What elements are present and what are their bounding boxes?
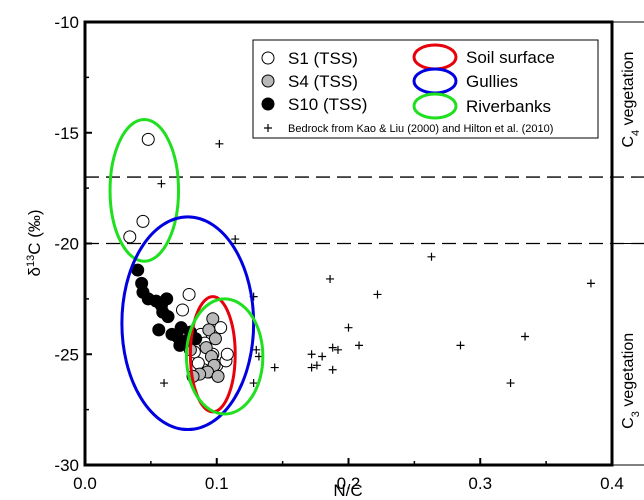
s1-point	[175, 303, 189, 317]
s1-point	[141, 132, 155, 146]
s1-point	[191, 356, 205, 370]
y-axis-title-rest: C (‰)	[25, 209, 44, 254]
legend-label-bedrock: Bedrock from Kao & Liu (2000) and Hilton…	[288, 123, 553, 135]
s4-point	[211, 369, 225, 383]
s4-point	[202, 323, 216, 337]
x-tick-label: 0.3	[468, 474, 492, 493]
legend-marker-s10	[261, 97, 275, 111]
bedrock-point	[252, 345, 261, 354]
x-tick-label: 0.1	[205, 474, 229, 493]
bedrock-point	[160, 379, 169, 388]
c4-label-sub: 4	[630, 130, 642, 136]
y-axis-title: δ13C (‰)	[25, 209, 44, 276]
bedrock-point	[312, 361, 321, 370]
axis-ticks: 0.0 0.1 0.2 0.3 0.4 -30 -25 -20 -15 -10	[54, 13, 623, 493]
legend: S1 (TSS) S4 (TSS) S10 (TSS) Soil surface…	[252, 39, 599, 139]
bedrock-point	[326, 274, 335, 283]
bedrock-point	[355, 341, 364, 350]
legend-label-s4: S4 (TSS)	[288, 72, 358, 91]
vegetation-panel: C4 vegetation C3 vegetation	[612, 21, 644, 466]
c4-label-rest: vegetation	[620, 52, 637, 130]
s4-point	[208, 332, 222, 346]
bedrock-point	[328, 365, 337, 374]
s10-point	[152, 323, 166, 337]
bedrock-point	[344, 323, 353, 332]
legend-label-s10: S10 (TSS)	[288, 95, 367, 114]
s1-point	[220, 347, 234, 361]
c3-label-rest: vegetation	[620, 333, 637, 411]
y-tick-label: -10	[54, 13, 79, 32]
bedrock-point	[231, 235, 240, 244]
bedrock-point	[307, 363, 316, 372]
y-tick-label: -25	[54, 345, 79, 364]
y-tick-label: -20	[54, 235, 79, 254]
y-axis-title-delta: δ	[25, 267, 44, 276]
c3-label-main: C	[620, 417, 637, 429]
bedrock-point	[427, 252, 436, 261]
legend-ellipse-riverbanks	[412, 92, 458, 120]
s4-point	[206, 312, 220, 326]
bedrock-point	[373, 290, 382, 299]
s1-point	[136, 214, 150, 228]
y-tick-label: -15	[54, 124, 79, 143]
c4-label-main: C	[620, 136, 637, 148]
x-tick-label: 0.4	[600, 474, 624, 493]
c4-vegetation-label: C4 vegetation	[620, 52, 642, 148]
bedrock-point	[328, 343, 337, 352]
s1-point	[123, 230, 137, 244]
s1-point	[182, 287, 196, 301]
bedrock-point	[249, 379, 258, 388]
bedrock-point	[307, 350, 316, 359]
ellipse-group	[108, 117, 265, 432]
bedrock-point	[506, 379, 515, 388]
bedrock-point	[456, 341, 465, 350]
ellipse-gullies	[120, 215, 256, 432]
ellipse-riverbanks	[108, 117, 181, 263]
x-tick-label: 0.2	[337, 474, 361, 493]
bedrock-point	[157, 179, 166, 188]
c3-vegetation-label: C3 vegetation	[620, 333, 642, 429]
c3-label-sub: 3	[630, 411, 642, 417]
bedrock-point	[318, 352, 327, 361]
legend-label-riverbanks: Riverbanks	[466, 97, 551, 116]
s10-point	[160, 292, 174, 306]
legend-marker-s1	[261, 51, 275, 65]
bedrock-point	[521, 332, 530, 341]
legend-label-s1: S1 (TSS)	[288, 49, 358, 68]
x-tick-label: 0.0	[73, 474, 97, 493]
x-axis-title: N/C	[333, 481, 362, 500]
data-points	[123, 132, 595, 388]
bedrock-point	[333, 345, 342, 354]
bedrock-point	[270, 363, 279, 372]
bedrock-point	[215, 139, 224, 148]
legend-label-soil: Soil surface	[466, 48, 555, 67]
reference-lines	[85, 176, 644, 245]
legend-marker-bedrock	[264, 124, 272, 132]
y-tick-label: -30	[54, 456, 79, 475]
bedrock-point	[586, 279, 595, 288]
ellipse-riverbanks	[184, 297, 265, 416]
s10-point	[161, 310, 175, 324]
y-axis-title-sup: 13	[25, 255, 37, 267]
legend-marker-s4	[261, 74, 275, 88]
legend-box	[252, 39, 599, 139]
legend-label-gullies: Gullies	[466, 72, 518, 91]
